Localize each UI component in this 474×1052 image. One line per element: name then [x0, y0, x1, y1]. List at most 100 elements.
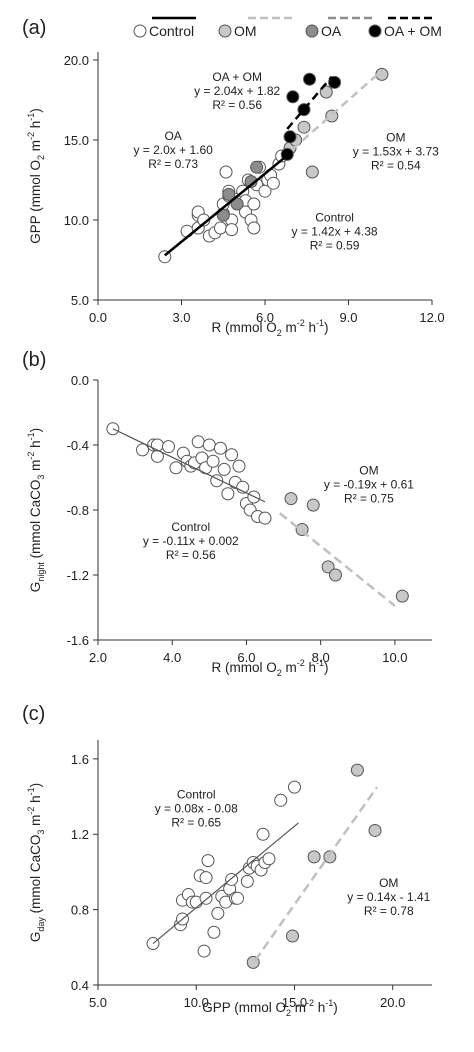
legend-label: OA: [321, 23, 342, 39]
data-point: [197, 944, 211, 958]
x-tick-label: 6.0: [237, 650, 255, 665]
fit-annotation: OA + OM y = 2.04x + 1.82 R² = 0.56: [194, 70, 280, 112]
legend-marker: [133, 24, 147, 38]
x-tick-label: 0.0: [89, 310, 107, 325]
y-tick-label: 1.2: [71, 827, 89, 842]
legend-marker: [218, 24, 232, 38]
series-oa-om: [280, 72, 342, 161]
panel-a: (a) 0.0 3.0 6.0 9.0 12.0 5.0 10.0 15.0 20.0 R (mmo…: [22, 17, 445, 338]
y-axis-label: Gnight (mmol CaCO3 m-2 h-1): [26, 428, 46, 592]
y-tick-label: 10.0: [64, 213, 89, 228]
fit-line-control: [112, 428, 266, 503]
series-oa: [216, 160, 264, 222]
data-point: [225, 223, 239, 237]
fit-line-control: [164, 154, 289, 257]
y-tick-label: -0.8: [67, 503, 89, 518]
data-point: [305, 165, 319, 179]
data-point: [350, 763, 364, 777]
fit-annotation: Control y = 0.08x - 0.08 R² = 0.65: [155, 787, 238, 829]
series-om: [246, 763, 382, 969]
data-point: [287, 780, 301, 794]
x-axis-label: R (mmol O2 m-2 h-1): [211, 318, 328, 338]
data-point: [207, 925, 221, 939]
y-axis-label: GPP (mmol O2 m-2 h-1): [26, 108, 46, 244]
x-axis-label: GPP (mmol O2 m-2 h-1): [202, 998, 338, 1018]
data-point: [211, 906, 225, 920]
data-point: [169, 461, 183, 475]
legend-label: OM: [234, 23, 257, 39]
data-point: [283, 130, 297, 144]
x-tick-label: 3.0: [172, 310, 190, 325]
data-point: [247, 197, 261, 211]
data-point: [250, 160, 264, 174]
data-point: [202, 438, 216, 452]
x-tick-label: 5.0: [89, 995, 107, 1010]
y-tick-label: 0.4: [71, 978, 89, 993]
data-point: [266, 176, 280, 190]
data-point: [395, 589, 409, 603]
fit-line-oa-om: [286, 75, 333, 130]
data-point: [162, 440, 176, 454]
legend-marker: [305, 24, 319, 38]
panel-label: (c): [22, 703, 45, 725]
panel-c: (c) 5.0 10.0 15.0 20.0 0.4 0.8 1.2 1.6 GPP (mmol …: [22, 703, 432, 1018]
x-tick-label: 9.0: [339, 310, 357, 325]
data-point: [232, 459, 246, 473]
data-point: [286, 90, 300, 104]
y-tick-label: -0.4: [67, 438, 89, 453]
panel-b: (b) 2.0 4.0 6.0 8.0 10.0 0.0 -0.4 -0.8 -1.2 -1.6 R …: [22, 349, 432, 678]
x-tick-label: 12.0: [419, 310, 444, 325]
fit-annotation: Control y = -0.11x + 0.002 R² = 0.56: [143, 520, 239, 562]
y-tick-label: 20.0: [64, 53, 89, 68]
data-point: [219, 165, 233, 179]
data-point: [213, 221, 227, 235]
fit-line-control: [152, 822, 299, 945]
data-point: [319, 85, 333, 99]
data-point: [303, 72, 317, 86]
data-point: [230, 891, 244, 905]
fit-annotation: Control y = 1.42x + 4.38 R² = 0.59: [292, 211, 378, 253]
data-point: [256, 827, 270, 841]
fit-line-om: [292, 69, 383, 150]
data-point: [221, 487, 235, 501]
data-point: [230, 197, 244, 211]
fit-annotation: OM y = -0.19x + 0.61 R² = 0.75: [324, 463, 414, 505]
data-point: [321, 560, 335, 574]
data-point: [274, 793, 288, 807]
y-tick-label: 15.0: [64, 133, 89, 148]
data-point: [284, 492, 298, 506]
x-tick-label: 6.0: [256, 310, 274, 325]
legend: Control OM OA OA + OM: [133, 16, 442, 39]
data-point: [368, 823, 382, 837]
y-tick-label: -1.6: [67, 633, 89, 648]
data-point: [297, 120, 311, 134]
legend-label: OA + OM: [384, 23, 442, 39]
data-point: [329, 568, 343, 582]
x-tick-label: 10.0: [382, 650, 407, 665]
x-tick-label: 20.0: [380, 995, 405, 1010]
x-axis-label: R (mmol O2 m-2 h-1): [211, 658, 328, 678]
data-point: [191, 435, 205, 449]
panel-label: (a): [22, 17, 46, 39]
fit-line-om: [254, 786, 379, 962]
data-point: [306, 498, 320, 512]
data-point: [247, 221, 261, 235]
data-point: [213, 441, 227, 455]
data-point: [206, 454, 220, 468]
x-tick-label: 15.0: [282, 995, 307, 1010]
fit-annotation: OA y = 2.0x + 1.60 R² = 0.73: [133, 129, 213, 171]
y-axis-label: Gday (mmol CaCO3 m-2 h-1): [26, 783, 46, 942]
data-point: [262, 852, 276, 866]
data-point: [225, 448, 239, 462]
data-point: [222, 187, 236, 201]
y-tick-label: 0.0: [71, 373, 89, 388]
series-control: [106, 422, 272, 525]
x-tick-label: 10.0: [184, 995, 209, 1010]
series-control: [146, 780, 301, 958]
data-point: [217, 462, 231, 476]
data-point: [328, 75, 342, 89]
x-tick-label: 2.0: [89, 650, 107, 665]
data-point: [286, 929, 300, 943]
data-point: [150, 438, 164, 452]
